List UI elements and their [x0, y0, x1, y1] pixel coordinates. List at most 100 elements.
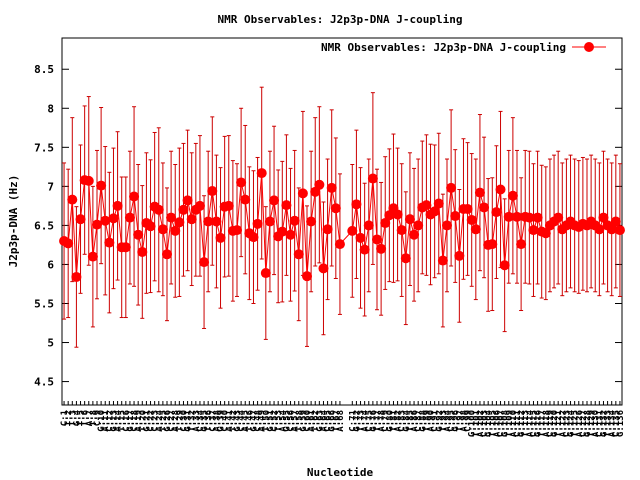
x-axis: C:1T:2T:3G:4T:5T:6A:7T:8C:9G:10A:11C:12G… — [60, 401, 626, 437]
x-tick-label: A:68 — [336, 410, 346, 432]
x-tick-label: C:111 — [513, 410, 523, 437]
data-point — [170, 225, 181, 236]
plot-frame — [61, 37, 623, 406]
data-point — [351, 199, 362, 210]
x-tick-label: A:41 — [225, 410, 235, 432]
x-tick-label: T:53 — [274, 410, 284, 432]
data-point — [437, 255, 448, 266]
x-tick-label: C:18 — [130, 410, 140, 432]
x-tick-label: G:92 — [435, 410, 445, 432]
x-tick-label: T:20 — [138, 410, 148, 432]
data-point — [96, 180, 107, 191]
x-tick-label: C:16 — [122, 410, 132, 432]
data-point — [215, 232, 226, 243]
x-tick-label: T:8 — [89, 410, 99, 426]
x-tick-label: G:55 — [282, 410, 292, 432]
legend: NMR Observables: J2p3p-DNA J-coupling — [321, 41, 606, 54]
x-tick-label: G:39 — [217, 410, 227, 432]
data-point — [100, 215, 111, 226]
data-point — [347, 225, 358, 236]
x-tick-label: G:43 — [233, 410, 243, 432]
x-tick-label: A:122 — [558, 410, 568, 437]
y-axis: 4.5 5 5.5 6 6.5 7 7.5 8 8.5 — [34, 63, 622, 389]
data-point — [203, 216, 214, 227]
data-point — [289, 215, 300, 226]
y-tick-label: 6 — [47, 258, 54, 271]
data-point — [293, 249, 304, 260]
x-tick-label: A:130 — [591, 410, 601, 437]
x-tick-label: C:131 — [595, 410, 605, 437]
x-tick-label: C:123 — [562, 410, 572, 437]
x-tick-label: G:136 — [616, 410, 626, 437]
data-point — [334, 239, 345, 250]
x-tick-label: A:118 — [542, 410, 552, 437]
data-point — [380, 218, 391, 229]
x-tick-label: C:22 — [147, 410, 157, 432]
data-point — [330, 203, 341, 214]
x-tick-label: C:52 — [270, 410, 280, 432]
data-point — [174, 217, 185, 228]
y-tick-label: 8.5 — [34, 63, 54, 76]
data-point — [413, 220, 424, 231]
x-tick-label: T:93 — [439, 410, 449, 432]
y-tick-label: 8 — [47, 102, 54, 115]
x-tick-label: T:32 — [188, 410, 198, 432]
x-tick-label: T:125 — [571, 410, 581, 437]
data-point — [429, 206, 440, 217]
data-point — [614, 225, 625, 236]
legend-marker — [584, 42, 594, 52]
data-point — [553, 212, 564, 223]
x-tick-label: G:31 — [184, 410, 194, 432]
x-tick-label: T:77 — [373, 410, 383, 432]
x-tick-label: T:85 — [406, 410, 416, 432]
data-point — [211, 216, 222, 227]
data-point — [285, 229, 296, 240]
y-axis-label: J2p3p-DNA (Hz) — [7, 175, 20, 268]
data-point — [442, 220, 452, 231]
x-tick-label: A:24 — [155, 409, 165, 431]
x-tick-label: T:50 — [262, 410, 272, 432]
data-points — [59, 168, 625, 282]
x-tick-label: C:95 — [447, 410, 457, 432]
x-tick-label: A:134 — [608, 409, 618, 437]
x-tick-label: A:126 — [575, 410, 585, 437]
data-point — [63, 238, 74, 249]
x-tick-label: T:117 — [538, 410, 548, 437]
x-tick-label: C:30 — [179, 410, 189, 432]
data-point — [104, 237, 115, 248]
x-tick-label: G:63 — [315, 410, 325, 432]
x-tick-label: T:121 — [554, 410, 564, 437]
x-tick-label: C:1 — [60, 410, 70, 426]
x-tick-label: G:112 — [517, 410, 527, 437]
x-tick-label: C:99 — [464, 410, 474, 432]
data-point — [318, 263, 329, 274]
data-point — [540, 228, 551, 239]
x-tick-label: C:107 — [497, 410, 507, 437]
x-tick-label: A:7 — [85, 410, 95, 426]
data-point — [199, 257, 210, 268]
data-point — [260, 268, 271, 279]
data-point — [240, 194, 251, 205]
data-point — [269, 195, 280, 206]
x-tick-label: C:79 — [381, 410, 391, 432]
x-tick-label: T:3 — [68, 410, 78, 426]
data-point — [129, 191, 140, 202]
data-point — [491, 207, 502, 218]
y-tick-label: 5 — [47, 337, 54, 350]
x-tick-label: A:114 — [525, 409, 535, 437]
data-point — [153, 204, 164, 215]
x-tick-label: T:6 — [81, 410, 91, 426]
x-tick-label: G:72 — [352, 410, 362, 432]
x-tick-label: T:89 — [422, 410, 432, 432]
x-tick-label: G:120 — [550, 410, 560, 437]
data-point — [409, 229, 420, 240]
y-tick-label: 4.5 — [34, 376, 54, 389]
x-tick-label: G:108 — [501, 410, 511, 437]
x-tick-label: T:101 — [472, 410, 482, 437]
x-tick-label: C:37 — [208, 410, 218, 432]
x-tick-label: C:135 — [612, 410, 622, 437]
x-tick-label: C:75 — [365, 410, 375, 432]
data-point — [248, 232, 259, 243]
x-tick-label: A:98 — [459, 410, 469, 432]
